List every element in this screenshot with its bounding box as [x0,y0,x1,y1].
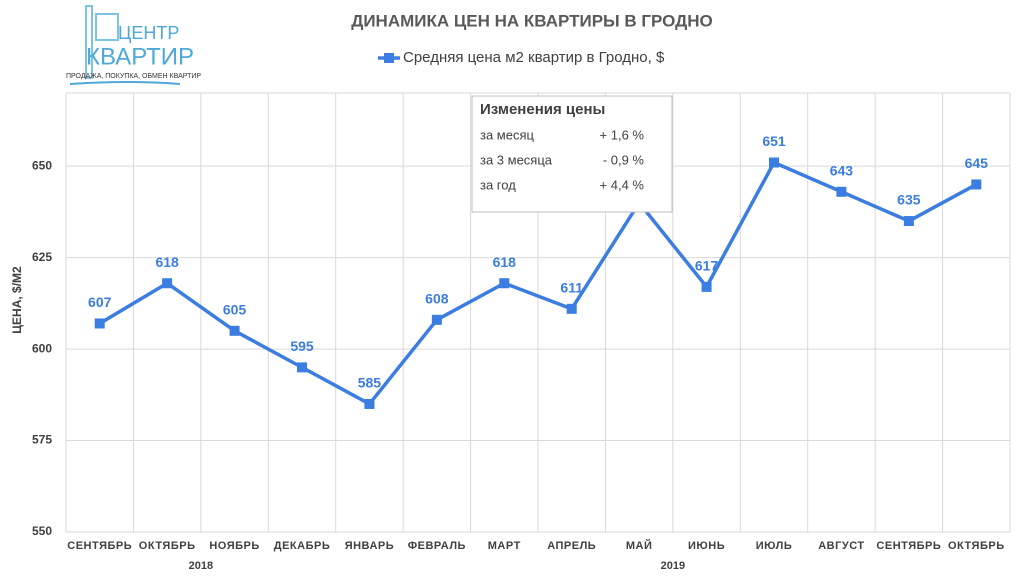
chart-title: ДИНАМИКА ЦЕН НА КВАРТИРЫ В ГРОДНО [351,11,713,30]
marker [903,216,914,227]
logo-swoosh [69,81,181,85]
legend-marker [384,53,394,63]
annotation-value: - 0,9 % [603,152,645,167]
x-tick-label: НОЯБРЬ [209,540,259,552]
data-label: 635 [897,192,921,208]
data-label: 643 [830,162,854,178]
marker [836,186,847,197]
y-tick-label: 625 [32,250,52,264]
data-label: 608 [425,291,449,307]
marker [971,179,982,190]
x-tick-label: МАРТ [488,540,521,552]
x-tick-label: ДЕКАБРЬ [274,540,330,552]
legend-label: Средняя цена м2 квартир в Гродно, $ [403,49,665,66]
y-axis-label: ЦЕНА, $/М2 [10,266,24,334]
marker [499,278,510,289]
y-tick-label: 575 [32,433,52,447]
data-label: 605 [223,301,247,317]
marker [162,278,173,289]
data-label: 611 [560,280,583,296]
x-tick-label: ОКТЯБРЬ [139,540,196,552]
data-label: 585 [358,375,382,391]
x-tick-label: АВГУСТ [818,540,864,552]
x-tick-label: ИЮЛЬ [756,540,792,552]
x-tick-label: ФЕВРАЛЬ [408,540,466,552]
annotation-label: за 3 месяца [480,152,553,167]
logo-building [85,5,93,79]
x-tick-label: ИЮНЬ [688,540,725,552]
logo-building [95,13,119,41]
data-label: 645 [965,155,989,171]
marker [364,398,375,409]
annotation-box [471,95,673,213]
x-group-label: 2019 [661,560,685,572]
series-line [98,160,978,406]
y-tick-label: 600 [32,341,52,355]
x-tick-label: АПРЕЛЬ [547,540,596,552]
logo-text: ЦЕНТР [118,23,179,43]
marker [566,303,577,314]
x-group-label: 2018 [189,560,213,572]
logo: ЦЕНТР КВАРТИР ПРОДАЖА, ПОКУПКА, ОБМЕН КВ… [66,5,201,85]
annotation-title: Изменения цены [480,101,605,118]
marker [431,314,442,325]
logo-tagline: ПРОДАЖА, ПОКУПКА, ОБМЕН КВАРТИР [66,73,201,80]
annotation-value: + 1,6 % [600,127,645,142]
data-label: 618 [493,254,517,270]
x-tick-label: МАЙ [626,539,653,552]
logo-text: КВАРТИР [86,43,194,70]
data-label: 607 [88,294,112,310]
annotation-value: + 4,4 % [600,177,645,192]
data-label: 651 [762,133,786,149]
data-label: 618 [155,254,179,270]
y-tick-label: 650 [32,158,52,172]
x-tick-label: СЕНТЯБРЬ [67,540,132,552]
x-tick-label: СЕНТЯБРЬ [876,540,941,552]
marker [297,362,307,373]
data-label: 617 [695,258,719,274]
marker [769,157,779,168]
annotation-label: за год [480,177,516,192]
y-tick-label: 550 [32,524,52,538]
marker [701,281,712,292]
x-tick-label: ЯНВАРЬ [345,540,394,552]
marker [94,318,105,329]
marker [229,325,240,336]
annotation-label: за месяц [480,127,535,142]
data-label: 595 [290,338,314,354]
x-tick-label: ОКТЯБРЬ [948,540,1005,552]
